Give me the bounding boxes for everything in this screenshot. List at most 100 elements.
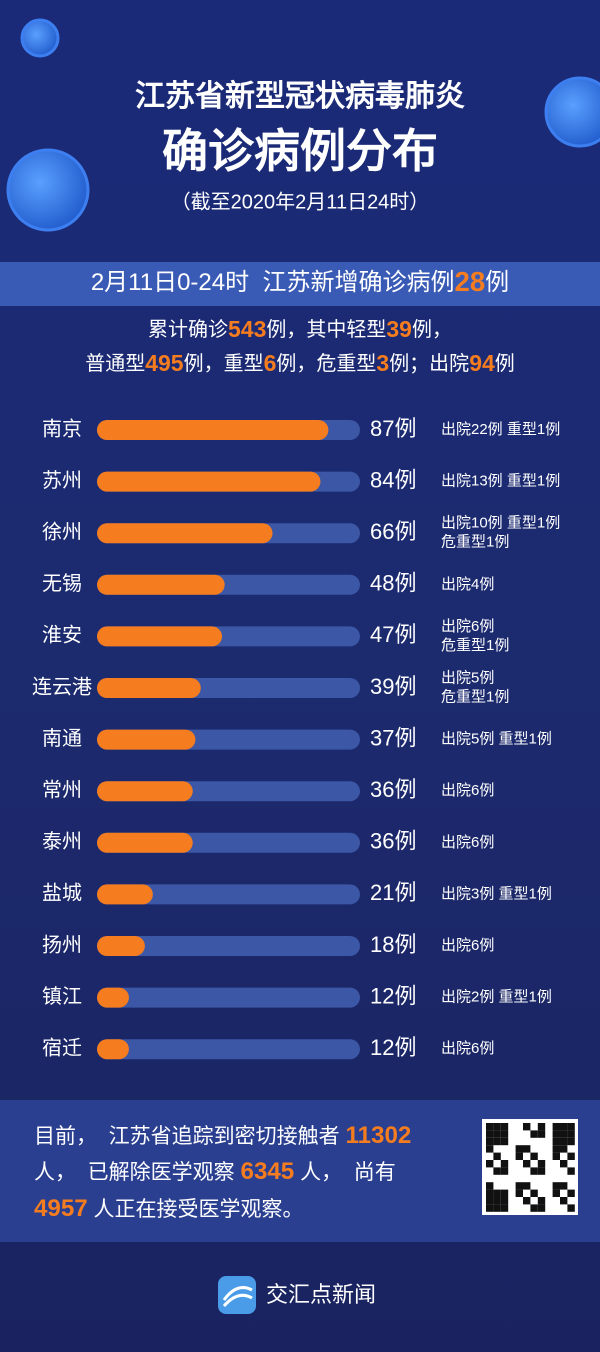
highlight-number: 11302: [346, 1122, 412, 1149]
qr-module: [500, 1123, 509, 1131]
text-segment: 例；出院: [389, 352, 469, 375]
text-segment: 例: [495, 352, 515, 375]
highlight-number: 39: [386, 316, 412, 342]
note: 出院4例: [441, 575, 494, 593]
footer-line: 4957 人正在接受医学观察。: [34, 1195, 304, 1222]
note: 出院22例 重型1例: [441, 420, 560, 438]
bar: [97, 987, 129, 1008]
qr-module: [500, 1130, 509, 1138]
qr-module: [523, 1145, 531, 1153]
qr-module: [530, 1152, 538, 1160]
qr-module: [560, 1130, 568, 1138]
qr-module: [500, 1160, 509, 1168]
qr-module: [486, 1123, 494, 1131]
qr-module: [486, 1145, 494, 1153]
note: 危重型1例: [441, 688, 509, 705]
highlight-number: 543: [228, 316, 266, 342]
brand-logo: [218, 1276, 256, 1314]
bar: [97, 832, 193, 853]
bar: [97, 626, 223, 647]
note: 出院13例 重型1例: [441, 472, 560, 490]
qr-module: [567, 1189, 575, 1197]
qr-module: [537, 1167, 546, 1175]
footer-line: 人， 已解除医学观察 6345 人， 尚有: [34, 1158, 396, 1185]
qr-module: [493, 1137, 501, 1146]
city-label: 南通: [42, 727, 82, 750]
city-label: 镇江: [42, 985, 82, 1008]
text-segment: 2月11日0-24时 江苏新增确诊病例: [91, 269, 455, 296]
value-label: 37例: [370, 725, 416, 750]
note: 出院6例: [441, 936, 494, 954]
note: 危重型1例: [441, 534, 509, 551]
note: 出院6例: [441, 781, 494, 799]
city-label: 泰州: [42, 830, 82, 853]
footer-line: 目前， 江苏省追踪到密切接触者 11302: [34, 1122, 411, 1149]
qr-module: [493, 1123, 501, 1131]
qr-module: [560, 1137, 568, 1146]
qr-module: [552, 1123, 560, 1131]
city-label: 无锡: [42, 572, 82, 595]
text-segment: 例: [485, 269, 509, 296]
qr-module: [486, 1130, 494, 1138]
bar: [97, 884, 153, 905]
bar: [97, 1039, 129, 1060]
note: 出院10例 重型1例: [441, 514, 560, 532]
qr-module: [560, 1145, 568, 1153]
note: 出院2例 重型1例: [441, 988, 552, 1006]
text-segment: 累计确诊: [148, 318, 228, 341]
qr-module: [515, 1152, 523, 1160]
value-label: 36例: [370, 777, 416, 802]
city-label: 常州: [42, 778, 82, 801]
note: 出院6例: [441, 617, 494, 635]
summary-line: 普通型495例，重型6例，危重型3例；出院94例: [85, 350, 515, 376]
bar: [97, 471, 321, 492]
highlight-number: 94: [469, 350, 495, 376]
value-label: 48例: [370, 571, 416, 596]
value-label: 66例: [370, 519, 416, 544]
city-label: 徐州: [42, 520, 82, 543]
bar-track: [97, 987, 360, 1008]
date: （截至2020年2月11日24时）: [171, 190, 430, 213]
text-segment: 人， 尚有: [294, 1161, 396, 1184]
bar: [97, 420, 329, 440]
qr-module: [486, 1197, 494, 1205]
qr-module: [523, 1160, 531, 1168]
value-label: 47例: [370, 622, 416, 647]
qr-module: [486, 1182, 494, 1190]
brand: 交汇点新闻: [266, 1282, 376, 1307]
text-segment: 例，危重型: [276, 352, 376, 375]
qr-module: [500, 1137, 509, 1146]
value-label: 12例: [370, 1035, 416, 1060]
qr-module: [493, 1197, 501, 1205]
value-label: 39例: [370, 674, 416, 699]
value-label: 18例: [370, 932, 416, 957]
qr-module: [530, 1130, 538, 1138]
qr-module: [552, 1130, 560, 1138]
title: 江苏省新型冠状病毒肺炎: [135, 80, 465, 113]
qr-module: [523, 1182, 531, 1190]
qr-module: [493, 1204, 501, 1212]
qr-module: [560, 1160, 568, 1168]
qr-module: [537, 1204, 546, 1212]
note: 出院6例: [441, 1039, 494, 1057]
qr-module: [500, 1197, 509, 1205]
qr-module: [500, 1167, 509, 1175]
qr-module: [552, 1152, 560, 1160]
qr-module: [486, 1189, 494, 1197]
bar: [97, 729, 196, 750]
qr-module: [493, 1189, 501, 1197]
qr-module: [567, 1152, 575, 1160]
highlight-number: 6: [264, 350, 277, 376]
bar-track: [97, 884, 360, 905]
bar: [97, 936, 145, 956]
value-label: 87例: [370, 416, 416, 441]
note: 出院3例 重型1例: [441, 884, 552, 902]
note: 出院5例: [441, 668, 494, 686]
qr-module: [515, 1145, 523, 1153]
highlight-number: 3: [376, 350, 389, 376]
highlight-number: 28: [454, 266, 485, 297]
text-segment: 目前， 江苏省追踪到密切接触者: [34, 1125, 346, 1148]
subtitle: 确诊病例分布: [162, 125, 438, 177]
city-label: 宿迁: [42, 1036, 82, 1059]
